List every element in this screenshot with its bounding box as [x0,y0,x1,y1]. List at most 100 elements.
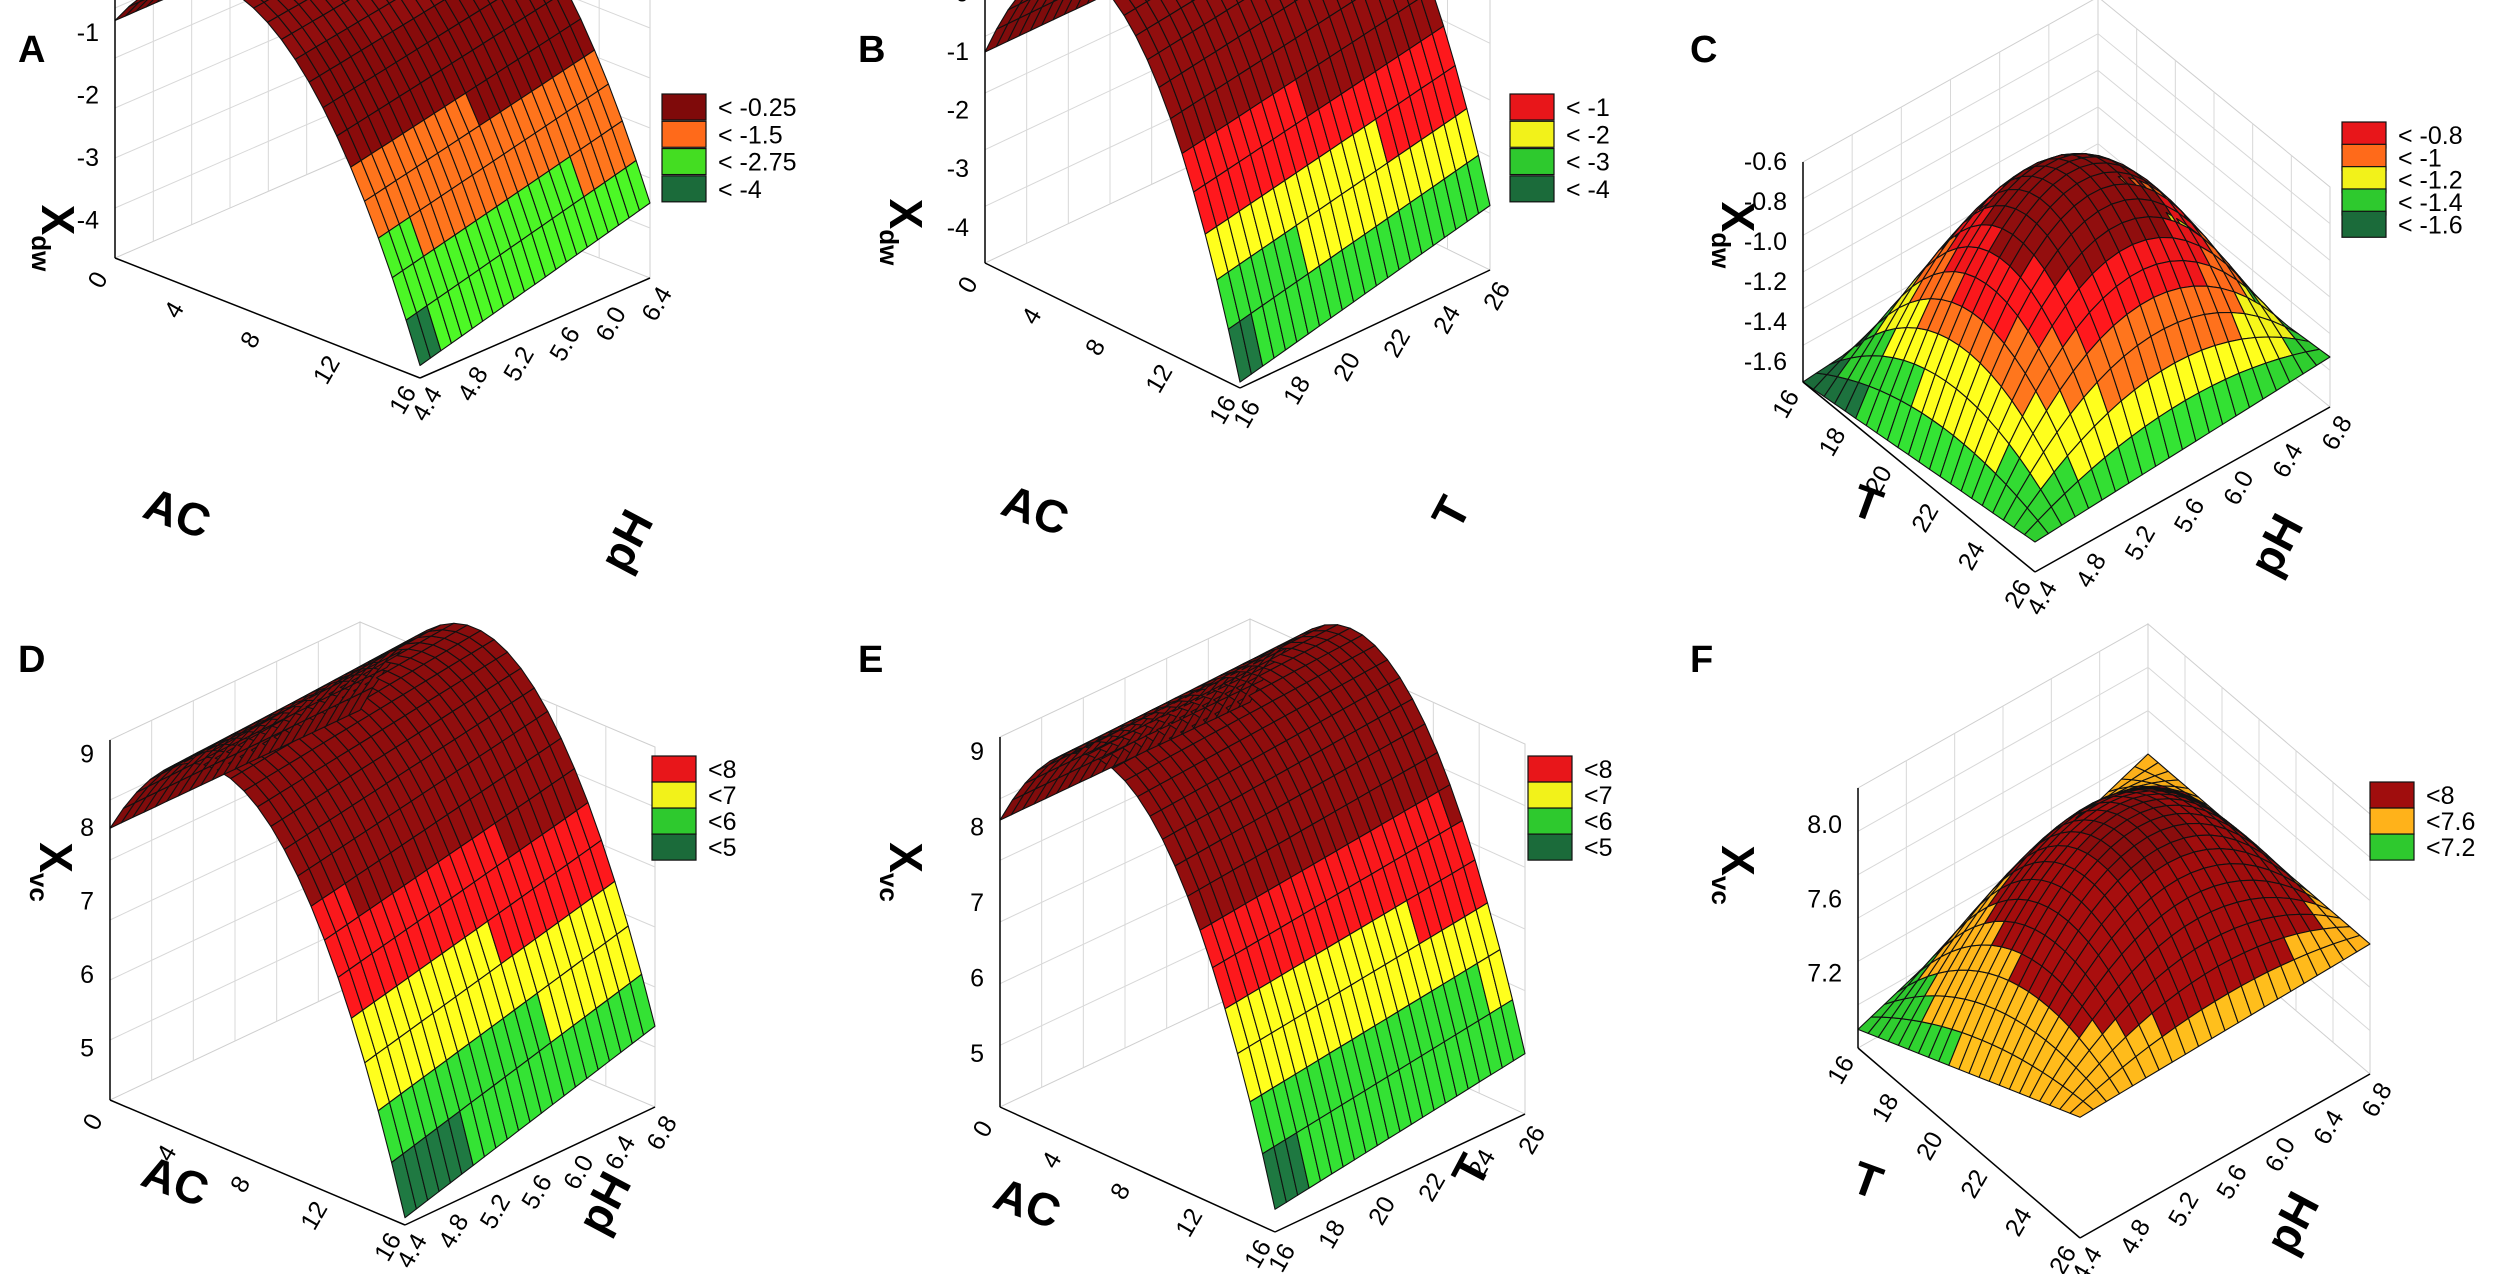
y-tick-label: 6.4 [2308,1105,2350,1149]
legend-label: <7 [708,782,737,810]
panel-letter: A [18,29,45,71]
legend-label: <7.6 [2426,808,2475,836]
y-axis-line [419,277,651,379]
surface-cell [138,0,145,3]
y-tick-label: 6.4 [636,282,678,326]
x-axis-title: AC [135,1145,215,1217]
legend: < -0.25< -1.5< -2.75< -4 [661,93,797,204]
z-tick-label: -1.6 [1744,348,1787,376]
z-axis-title-subscript: dw [26,235,56,272]
z-tick-label: -1.4 [1744,308,1787,336]
legend-swatch [1527,833,1573,861]
legend-label: < -0.25 [718,94,797,122]
y-tick-label: 6.8 [641,1111,683,1155]
y-axis-title: pH [2239,505,2314,584]
z-axis-title: Xvc [1706,845,1764,905]
x-axis-title: AC [995,474,1075,546]
z-tick-label: 6 [80,961,94,989]
y-tick-label: 6.0 [2260,1133,2302,1177]
surface-cell [1018,0,1030,5]
legend-swatch [1527,755,1573,783]
surface-cell [1466,154,1491,215]
y-tick-label: 26 [1478,277,1516,315]
surface-cell [135,0,154,12]
x-tick-label: 12 [1140,360,1178,398]
legend-swatch [1509,120,1555,148]
surface-cell [629,973,656,1036]
x-tick-label: 24 [2000,1203,2038,1241]
panel-f: 1618202224264.44.85.25.66.06.46.87.27.68… [1690,622,2475,1274]
x-tick-label: 4 [1016,303,1047,329]
z-tick-label: 9 [80,741,94,769]
surface-cell [1018,0,1039,19]
x-tick-label: 8 [1105,1178,1136,1204]
x-tick-label: 16 [1767,385,1805,423]
x-tick-label: 18 [1866,1089,1904,1127]
z-tick-label: -4 [947,214,969,242]
legend-swatch [661,175,707,203]
x-tick-label: 4 [159,297,190,323]
x-axis-line [1802,381,2036,573]
z-tick-label: 8.0 [1807,811,1842,839]
legend-label: < -1.2 [2398,167,2463,195]
panel-letter: E [858,639,883,681]
legend-swatch [1509,147,1555,176]
panel-letter: C [1690,29,1717,71]
surface-cell [625,159,651,211]
legend: <8<7<6<5 [651,755,737,862]
legend-swatch [651,781,697,809]
z-tick-label: 7 [80,888,94,916]
y-tick-label: 4.8 [452,362,494,406]
legend-label: <7 [1584,782,1613,810]
y-axis-title: pH [2255,1183,2330,1262]
legend-swatch [661,93,707,121]
x-axis-line [999,1106,1276,1233]
x-tick-label: 12 [295,1197,333,1235]
z-tick-label: 5 [970,1040,984,1068]
y-axis-line [2034,406,2331,573]
z-tick-label: -0.6 [1744,148,1787,176]
surface-cell [2346,934,2371,953]
x-tick-label: 4 [1036,1147,1067,1173]
x-tick-label: 20 [1911,1127,1949,1165]
legend-label: <5 [708,834,737,862]
surface-cell [1007,0,1031,25]
x-axis-line [984,262,1241,389]
x-tick-label: 22 [1955,1165,1993,1203]
surface-mesh [999,624,1526,1210]
legend-swatch [651,833,697,861]
legend: < -1< -2< -3< -4 [1509,93,1610,204]
legend: <8<7<6<5 [1527,755,1613,862]
y-tick-label: 6.8 [2316,411,2358,455]
z-tick-label: -4 [77,207,99,235]
surface-cell [1030,0,1047,14]
legend-label: <8 [2426,782,2455,810]
legend-swatch [1509,93,1555,121]
legend-swatch [661,147,707,176]
z-tick-label: -3 [77,144,99,172]
x-axis-line [114,257,421,379]
z-tick-label: -0.8 [1744,188,1787,216]
z-tick-label: 7 [970,889,984,917]
y-tick-label: 4.4 [406,382,448,426]
z-axis-title-subscript: vc [1706,876,1736,905]
x-tick-label: 18 [1813,423,1851,461]
surface-cell [145,0,160,8]
y-tick-label: 6.0 [590,302,632,346]
z-tick-label: -1 [77,19,99,47]
x-tick-label: 8 [235,327,266,353]
surface-mesh [1802,152,2331,543]
z-axis-title-subscript: dw [874,229,904,266]
x-axis-title: AC [987,1167,1067,1239]
y-tick-label: 18 [1313,1215,1351,1253]
panel-letter: D [18,639,45,681]
legend-swatch [2369,807,2415,835]
legend-swatch [2341,166,2387,194]
z-tick-label: -3 [947,155,969,183]
y-tick-label: 6.4 [600,1131,642,1175]
z-axis-title: Xdw [26,205,84,273]
y-axis-line [404,1106,656,1226]
